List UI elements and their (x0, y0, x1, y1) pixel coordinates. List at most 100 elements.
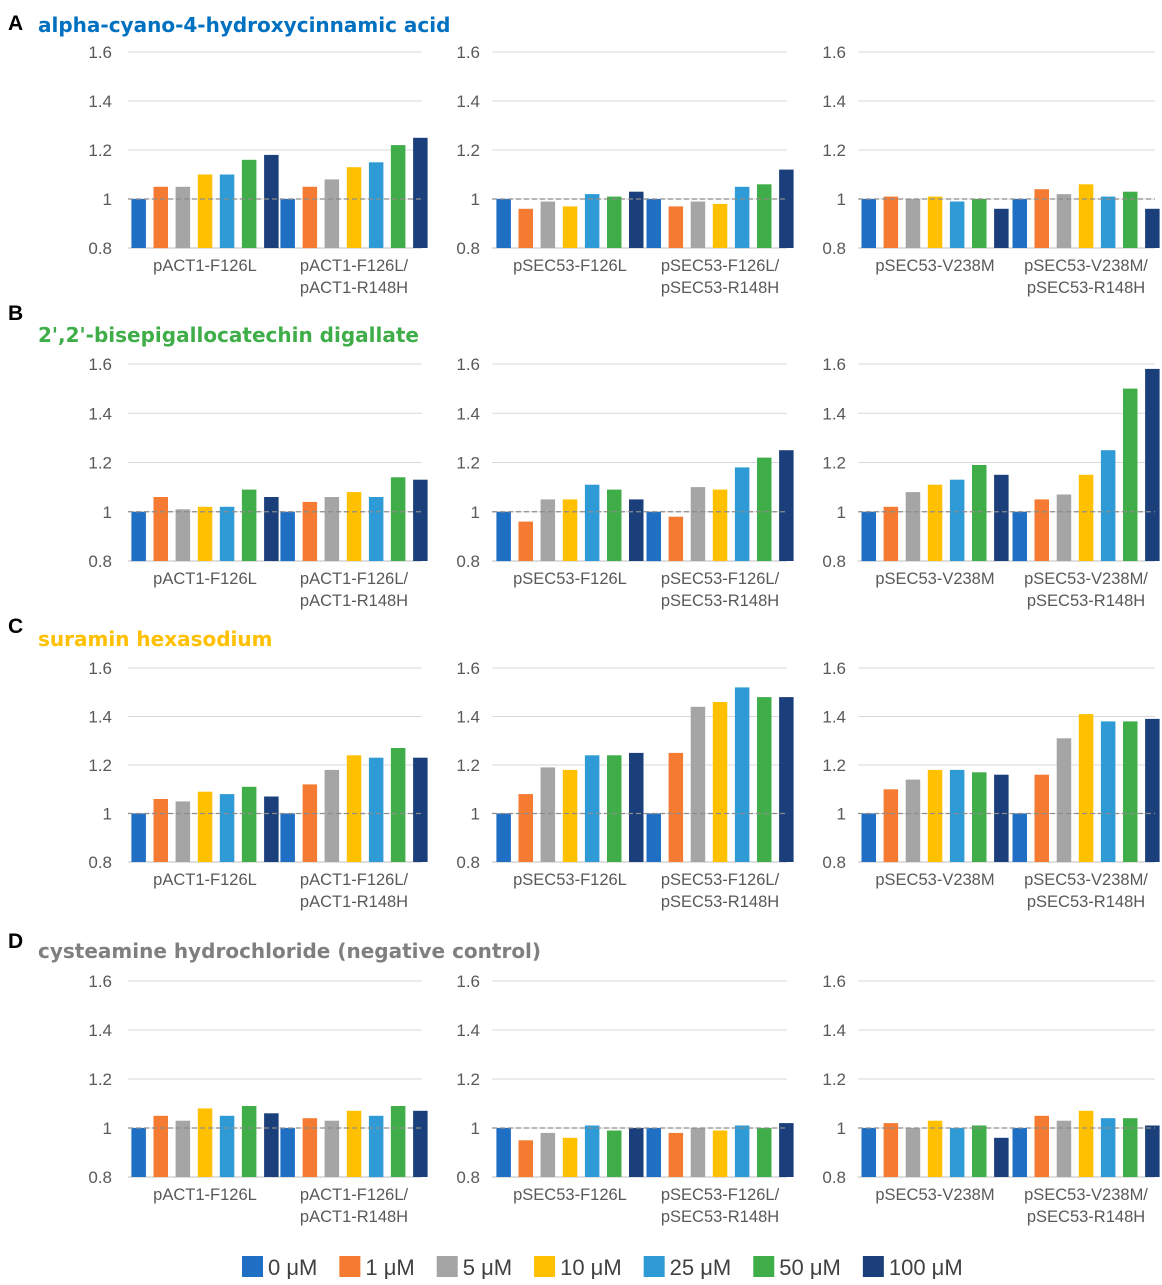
y-tick-label: 1.6 (88, 659, 112, 678)
bar (584, 1125, 600, 1177)
bar (264, 154, 279, 248)
bar (1012, 199, 1027, 248)
bar (1012, 1128, 1027, 1177)
y-tick-label: 1.2 (88, 141, 112, 160)
bar (280, 199, 295, 248)
bar (1100, 721, 1116, 862)
bar (1145, 368, 1160, 561)
bar (280, 1128, 295, 1177)
bar (861, 1128, 876, 1177)
bar (734, 467, 750, 561)
y-tick-label: 1.6 (456, 972, 480, 991)
bar (518, 794, 533, 862)
bar (690, 201, 706, 248)
bar-chart: 0.8 1 1.2 1.4 1.6 pSEC53-V238M pSEC53-V238M/pS… (822, 43, 1160, 297)
bar (690, 1128, 706, 1177)
category-label: pACT1-R148H (300, 1208, 408, 1226)
bar (1123, 721, 1138, 862)
bar (324, 497, 340, 561)
y-tick-label: 1.4 (88, 708, 112, 727)
bar (949, 479, 965, 561)
y-tick-label: 1 (471, 1119, 480, 1138)
bar (668, 206, 684, 248)
bar (175, 1120, 191, 1177)
bar (241, 1106, 257, 1177)
category-label: pACT1-F126L/ (300, 257, 409, 275)
y-tick-label: 1.6 (88, 355, 112, 374)
bar (280, 511, 295, 562)
bar (779, 697, 794, 862)
panel-title: suramin hexasodium (38, 627, 273, 651)
bar (153, 1115, 168, 1178)
y-tick-label: 1.2 (822, 454, 846, 473)
bar (668, 752, 684, 862)
y-tick-label: 1.4 (456, 708, 480, 727)
category-label: pSEC53-F126L/ (661, 1186, 780, 1204)
y-tick-label: 1.2 (822, 1070, 846, 1089)
category-label: pACT1-R148H (300, 893, 408, 911)
bar (413, 137, 428, 248)
bar (175, 186, 191, 249)
bar (413, 1110, 428, 1177)
bar (646, 1128, 661, 1177)
bar (390, 145, 406, 248)
bar (131, 813, 146, 862)
bar (302, 501, 318, 561)
bar (346, 492, 362, 561)
bar (972, 1125, 987, 1177)
bar-chart: 0.8 1 1.2 1.4 1.6 pSEC53-F126L pSEC53-F126L/pS… (456, 355, 794, 610)
legend-swatch (339, 1256, 361, 1277)
legend-swatch (753, 1256, 775, 1277)
category-label: pACT1-F126L (153, 871, 257, 889)
y-tick-label: 1 (103, 1119, 112, 1138)
y-tick-label: 1.2 (88, 454, 112, 473)
category-label: pSEC53-F126L/ (661, 871, 780, 889)
category-label: pSEC53-R148H (661, 893, 779, 911)
y-tick-label: 0.8 (822, 239, 846, 258)
bar (861, 813, 876, 862)
bar (883, 1123, 899, 1177)
bar-chart: 0.8 1 1.2 1.4 1.6 pACT1-F126L pACT1-F126L/pACT… (88, 355, 428, 610)
bar (972, 465, 987, 561)
y-tick-label: 1.6 (88, 43, 112, 62)
bar (1056, 738, 1072, 862)
category-label: pSEC53-R148H (661, 1208, 779, 1226)
bar (972, 199, 987, 248)
bar (646, 199, 661, 248)
bar-chart: 0.8 1 1.2 1.4 1.6 pSEC53-F126L pSEC53-F126L/pS… (456, 659, 794, 911)
bar (1145, 718, 1160, 862)
bar (972, 772, 987, 862)
y-tick-label: 1.6 (88, 972, 112, 991)
category-label: pSEC53-F126L (513, 871, 627, 889)
bar (905, 779, 921, 862)
y-tick-label: 1.2 (88, 756, 112, 775)
bar (779, 450, 794, 561)
bar (324, 769, 340, 862)
y-tick-label: 1.6 (456, 659, 480, 678)
category-label: pSEC53-R148H (661, 592, 779, 610)
bar (690, 706, 706, 862)
bar-chart: 0.8 1 1.2 1.4 1.6 pSEC53-V238M pSEC53-V238M/pS… (822, 659, 1160, 911)
bar (131, 1128, 146, 1177)
bar (302, 1118, 318, 1177)
category-label: pACT1-F126L (153, 257, 257, 275)
bar (1034, 774, 1049, 862)
y-tick-label: 1.6 (456, 355, 480, 374)
category-label: pSEC53-R148H (1027, 1208, 1145, 1226)
y-tick-label: 1.6 (822, 355, 846, 374)
bar (1012, 511, 1027, 562)
bar (562, 499, 578, 561)
bar (629, 191, 644, 248)
bar (368, 497, 384, 561)
y-tick-label: 1.4 (822, 1021, 846, 1040)
bar (197, 1108, 213, 1177)
bar (1034, 189, 1049, 248)
bar (629, 1128, 644, 1177)
bar (562, 769, 578, 862)
y-tick-label: 1.4 (456, 1021, 480, 1040)
legend-swatch (242, 1256, 263, 1277)
bar (324, 1120, 340, 1177)
bar (175, 509, 191, 561)
